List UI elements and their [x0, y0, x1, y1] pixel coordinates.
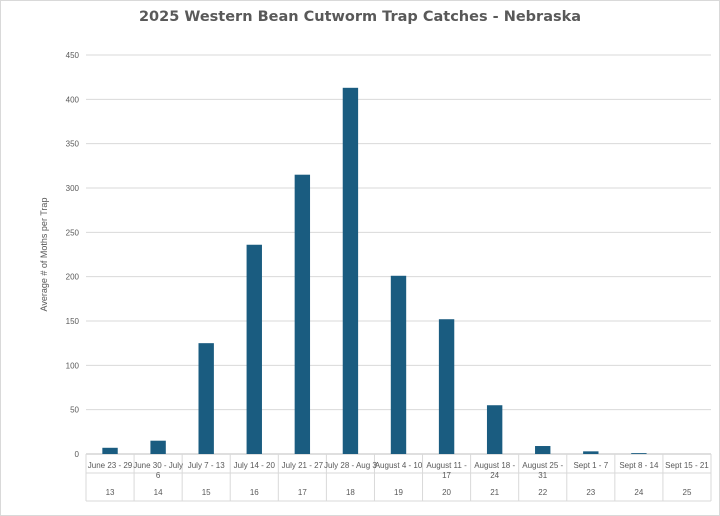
bar — [535, 446, 551, 454]
x-category-label: 31 — [538, 471, 547, 480]
y-tick-label: 100 — [66, 361, 80, 370]
x-category-label: July 7 - 13 — [188, 461, 225, 470]
x-week-number-label: 22 — [538, 488, 547, 497]
x-week-number-label: 15 — [202, 488, 211, 497]
x-week-number-label: 16 — [250, 488, 259, 497]
y-tick-label: 50 — [70, 406, 79, 415]
bar — [294, 174, 311, 454]
x-week-number-label: 24 — [634, 488, 643, 497]
y-tick-label: 0 — [75, 450, 80, 459]
bar — [342, 87, 359, 454]
x-week-number-label: 21 — [490, 488, 499, 497]
y-axis-title: Average # of Moths per Trap — [39, 198, 49, 312]
bar — [438, 319, 455, 454]
y-tick-label: 150 — [66, 317, 80, 326]
x-week-number-label: 14 — [154, 488, 163, 497]
x-week-number-label: 19 — [394, 488, 403, 497]
x-category-label: June 23 - 29 — [88, 461, 133, 470]
x-category-label: June 30 - July — [133, 461, 183, 470]
x-week-number-label: 20 — [442, 488, 451, 497]
x-category-label: July 21 - 27 — [282, 461, 324, 470]
bar — [486, 405, 503, 454]
x-category-label: August 4 - 10 — [375, 461, 423, 470]
x-category-label: July 28 - Aug 3 — [324, 461, 377, 470]
x-category-label: July 14 - 20 — [234, 461, 276, 470]
x-category-label: Sept 8 - 14 — [619, 461, 659, 470]
x-category-label: Sept 1 - 7 — [573, 461, 608, 470]
bar — [583, 451, 599, 454]
bar — [390, 275, 407, 454]
bar — [102, 447, 118, 454]
x-category-label: Sept 15 - 21 — [665, 461, 709, 470]
x-category-label: 17 — [442, 471, 451, 480]
bar — [631, 453, 647, 454]
x-week-number-label: 17 — [298, 488, 307, 497]
y-tick-label: 400 — [66, 95, 80, 104]
x-category-label: August 25 - — [522, 461, 563, 470]
y-tick-label: 200 — [66, 273, 80, 282]
bar — [198, 343, 214, 454]
chart-title: 2025 Western Bean Cutworm Trap Catches -… — [138, 9, 582, 25]
x-category-label: August 18 - — [474, 461, 515, 470]
x-category-label: 24 — [490, 471, 499, 480]
y-tick-label: 450 — [66, 51, 80, 60]
x-week-number-label: 18 — [346, 488, 355, 497]
x-category-label: August 11 - — [426, 461, 467, 470]
x-week-number-label: 13 — [106, 488, 115, 497]
x-category-label: 6 — [156, 471, 161, 480]
x-week-number-label: 23 — [586, 488, 595, 497]
y-tick-label: 300 — [66, 184, 80, 193]
y-tick-label: 350 — [66, 140, 80, 149]
x-week-number-label: 25 — [683, 488, 692, 497]
bar — [246, 244, 262, 454]
bar — [150, 440, 166, 454]
y-tick-label: 250 — [66, 228, 80, 237]
